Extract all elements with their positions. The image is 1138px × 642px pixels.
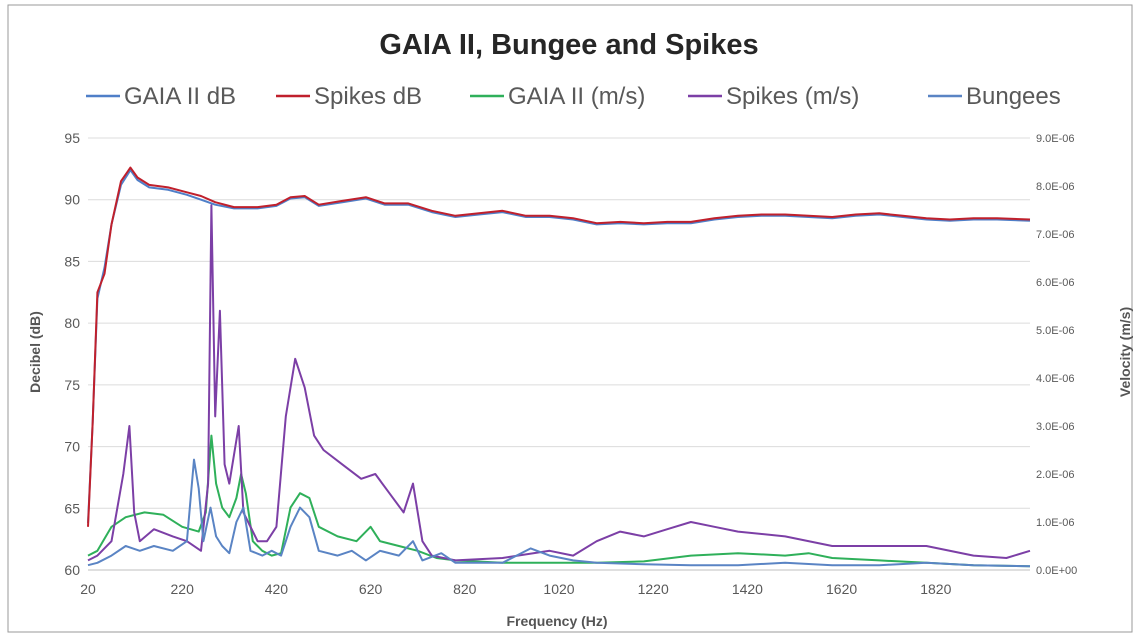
y-axis-right-label: Velocity (m/s) bbox=[1117, 307, 1133, 397]
x-tick-label: 1020 bbox=[543, 581, 574, 597]
legend-label-spikes-m-s: Spikes (m/s) bbox=[726, 83, 859, 110]
series-layer bbox=[87, 166, 1031, 568]
y-right-tick-label: 0.0E+00 bbox=[1036, 565, 1077, 577]
y-right-tick-label: 4.0E-06 bbox=[1036, 373, 1075, 385]
x-tick-label: 620 bbox=[359, 581, 383, 597]
series-line-bungees bbox=[87, 458, 1031, 568]
y-right-tick-label: 3.0E-06 bbox=[1036, 421, 1075, 433]
chart-title: GAIA II, Bungee and Spikes bbox=[379, 29, 758, 61]
y-axis-left-label: Decibel (dB) bbox=[27, 311, 43, 393]
y-left-tick-label: 95 bbox=[64, 130, 80, 146]
series-line-spikes-db bbox=[87, 166, 1031, 527]
y-left-tick-label: 90 bbox=[64, 192, 80, 208]
x-tick-label: 820 bbox=[453, 581, 477, 597]
legend-label-bungees: Bungees bbox=[966, 83, 1061, 110]
x-tick-label: 1420 bbox=[732, 581, 763, 597]
legend: GAIA II dB Spikes dB GAIA II (m/s) Spikes (… bbox=[86, 83, 1061, 110]
legend-label-gaia-ii-db: GAIA II dB bbox=[124, 83, 236, 110]
axes: 60 65 70 75 80 85 90 95 0.0E+00 1.0E-06 2.0E-06 3.0… bbox=[64, 130, 1077, 597]
series-line-gaia-ii-db bbox=[87, 169, 1031, 524]
x-axis-label: Frequency (Hz) bbox=[506, 613, 607, 629]
y-right-tick-label: 9.0E-06 bbox=[1036, 133, 1075, 145]
y-left-tick-label: 75 bbox=[64, 377, 80, 393]
legend-label-spikes-db: Spikes dB bbox=[314, 83, 422, 110]
y-left-tick-label: 65 bbox=[64, 500, 80, 516]
y-left-tick-label: 85 bbox=[64, 253, 80, 269]
x-tick-label: 420 bbox=[265, 581, 289, 597]
x-tick-label: 20 bbox=[80, 581, 96, 597]
x-tick-label: 220 bbox=[171, 581, 195, 597]
y-right-tick-label: 5.0E-06 bbox=[1036, 325, 1075, 337]
legend-label-gaia-ii-m-s: GAIA II (m/s) bbox=[508, 83, 645, 110]
y-left-tick-label: 80 bbox=[64, 315, 80, 331]
gridlines bbox=[88, 137, 1030, 509]
y-right-tick-label: 8.0E-06 bbox=[1036, 181, 1075, 193]
y-right-tick-label: 7.0E-06 bbox=[1036, 229, 1075, 241]
y-left-tick-label: 70 bbox=[64, 439, 80, 455]
y-right-tick-label: 2.0E-06 bbox=[1036, 469, 1075, 481]
y-right-tick-label: 1.0E-06 bbox=[1036, 517, 1075, 529]
y-left-tick-label: 60 bbox=[64, 562, 80, 578]
chart-frame bbox=[7, 4, 1133, 633]
series-line-spikes-m-s bbox=[87, 204, 1031, 562]
y-right-tick-label: 6.0E-06 bbox=[1036, 277, 1075, 289]
x-tick-label: 1220 bbox=[638, 581, 669, 597]
x-tick-label: 1620 bbox=[826, 581, 857, 597]
x-tick-label: 1820 bbox=[920, 581, 951, 597]
